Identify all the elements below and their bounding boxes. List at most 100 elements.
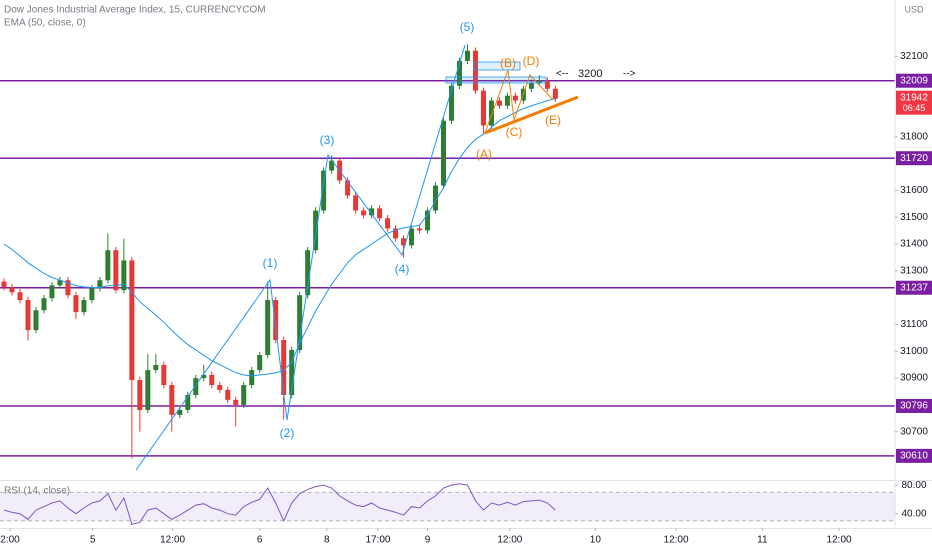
x-tick-label: 2:00 — [0, 535, 20, 546]
candle-body — [257, 355, 263, 371]
candle-body — [552, 88, 558, 99]
x-tick-label: 12:00 — [497, 535, 522, 546]
candle-body — [113, 250, 119, 291]
candle-body — [153, 364, 159, 371]
countdown-label: 06:45 — [903, 103, 926, 113]
candle-body — [361, 210, 367, 216]
rsi-line — [3, 483, 556, 526]
x-tick-label: 9 — [425, 535, 431, 546]
x-tick-label: 17:00 — [365, 535, 390, 546]
wave-label: (5) — [460, 20, 475, 34]
candle-body — [233, 399, 239, 405]
correction-label: (D) — [523, 54, 540, 68]
currency: USD — [904, 4, 924, 14]
y-tick-label: 31800 — [900, 131, 928, 142]
candle-body — [25, 300, 31, 331]
y-tick-label: 30900 — [900, 373, 928, 384]
zone — [445, 76, 547, 84]
y-tick-label: 31600 — [900, 185, 928, 196]
candle-body — [33, 310, 39, 331]
candle-body — [1, 281, 7, 288]
level-label: 31237 — [900, 282, 928, 293]
candle-body — [9, 287, 15, 293]
wave-label: (1) — [263, 256, 278, 270]
x-tick-label: 12:00 — [160, 535, 185, 546]
correction-label: (B) — [500, 56, 516, 70]
candle-body — [353, 195, 359, 211]
level-label: 31720 — [900, 153, 928, 164]
candle-body — [129, 260, 135, 380]
trend-line — [509, 109, 547, 125]
candle-body — [97, 280, 103, 289]
correction-label: (E) — [545, 113, 561, 127]
candle-body — [137, 379, 143, 411]
candle-body — [313, 210, 319, 251]
candle-body — [512, 95, 518, 101]
candle-body — [472, 50, 478, 91]
x-tick-label: 10 — [590, 535, 602, 546]
zone — [473, 61, 521, 71]
arrow-label: <-- — [556, 69, 569, 80]
axes: 32100 31800 31600 31500 31400 31300 31100 31000… — [0, 51, 932, 546]
y-tick-label: 30700 — [900, 426, 928, 437]
chart-title: Dow Jones Industrial Average Index, 15, … — [4, 5, 266, 16]
wave-label: (4) — [395, 262, 410, 276]
x-tick-label: 11 — [757, 535, 768, 546]
price-label: 31942 — [900, 92, 928, 103]
candle-body — [41, 298, 47, 311]
plot — [0, 44, 895, 526]
candle-body — [177, 410, 183, 415]
rsi-band — [0, 492, 895, 521]
y-tick-label: 31000 — [900, 346, 928, 357]
wave-path — [135, 44, 466, 471]
candle-body — [209, 374, 215, 386]
candle-body — [273, 300, 279, 341]
candle-body — [504, 95, 510, 106]
candle-body — [321, 170, 327, 211]
candle-body — [544, 80, 550, 89]
candle-body — [329, 160, 335, 171]
candle-body — [73, 295, 79, 313]
x-tick-label: 12:00 — [664, 535, 689, 546]
candle-body — [385, 218, 391, 229]
correction-label: (A) — [476, 147, 492, 161]
candle-body — [201, 374, 207, 379]
candle-body — [217, 385, 223, 390]
candle-body — [289, 349, 295, 395]
candle-body — [89, 288, 95, 301]
candle-body — [425, 210, 431, 231]
candle-body — [536, 80, 542, 83]
arrow-label: --> — [623, 69, 636, 80]
level-badge — [896, 398, 932, 413]
level-badge — [896, 448, 932, 463]
candle-body — [169, 385, 175, 415]
x-tick-label: 6 — [257, 535, 263, 546]
trend-line — [484, 95, 579, 135]
level-label: 32009 — [900, 75, 928, 86]
level-badge — [896, 280, 932, 295]
candle-body — [377, 208, 383, 219]
candle-body — [281, 340, 287, 395]
candle-body — [57, 280, 63, 286]
level-badge — [896, 151, 932, 166]
candle-body — [49, 285, 55, 299]
candle-body — [448, 85, 454, 121]
rsi-tick-label: 80.00 — [901, 480, 926, 491]
candle-body — [480, 90, 486, 126]
y-tick-label: 31300 — [900, 265, 928, 276]
price-badge — [896, 90, 932, 115]
candle-body — [297, 295, 303, 350]
wave-label: (2) — [280, 426, 295, 440]
candle-body — [456, 60, 462, 86]
candle-body — [241, 385, 247, 405]
indicator-label: EMA (50, close, 0) — [4, 18, 86, 29]
candle-body — [65, 280, 71, 296]
level-badge — [896, 73, 932, 88]
candle-body — [121, 260, 127, 291]
candle-body — [145, 370, 151, 411]
ema-line — [3, 98, 556, 377]
candle-body — [409, 228, 415, 246]
y-tick-label: 32100 — [900, 51, 928, 62]
y-tick-label: 31500 — [900, 212, 928, 223]
